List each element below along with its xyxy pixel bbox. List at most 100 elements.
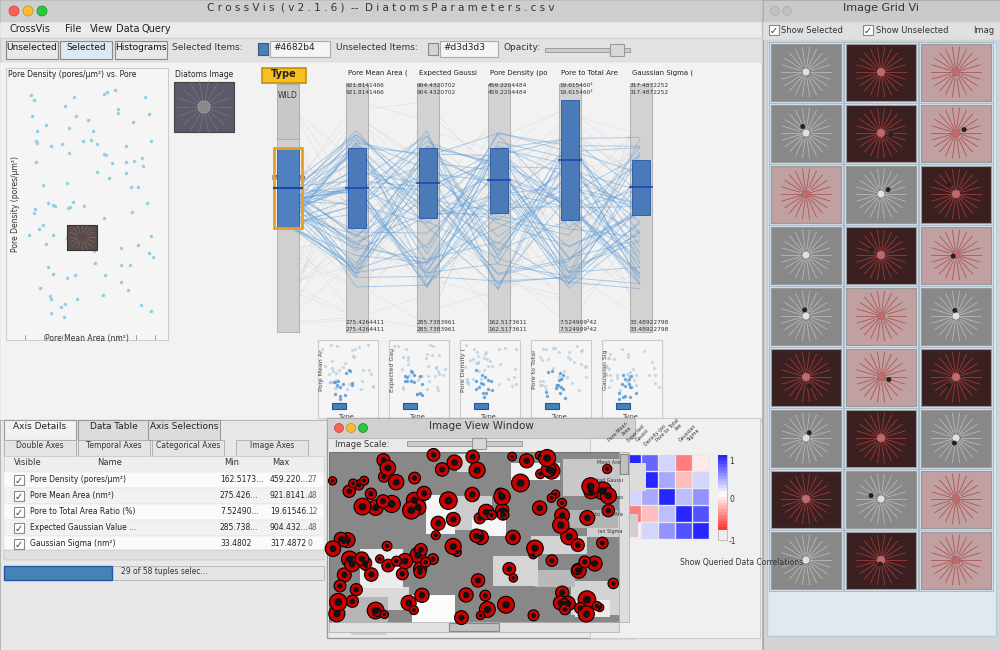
- Bar: [659, 489, 675, 505]
- Point: [598, 370, 614, 380]
- Point: [344, 344, 360, 355]
- Bar: [575, 600, 610, 617]
- Point: [491, 378, 507, 389]
- Text: WILD: WILD: [278, 91, 298, 100]
- Bar: [718, 515, 727, 518]
- Bar: [769, 42, 843, 103]
- Circle shape: [877, 434, 885, 442]
- Point: [406, 369, 422, 380]
- Circle shape: [389, 474, 404, 490]
- Point: [553, 374, 569, 384]
- Circle shape: [869, 493, 874, 498]
- Bar: [921, 44, 991, 101]
- Circle shape: [605, 492, 612, 499]
- Bar: [115, 41, 167, 59]
- Text: Temporal Axes: Temporal Axes: [86, 441, 142, 450]
- Point: [625, 364, 641, 374]
- Bar: [718, 458, 727, 461]
- Text: ✓: ✓: [15, 540, 23, 550]
- Bar: [769, 286, 843, 347]
- Text: Selected: Selected: [66, 43, 106, 52]
- Circle shape: [547, 493, 556, 502]
- Text: 459.2204484: 459.2204484: [488, 83, 527, 88]
- Circle shape: [946, 384, 951, 388]
- Text: 285.738...: 285.738...: [220, 523, 258, 532]
- Circle shape: [470, 529, 483, 543]
- Bar: [846, 349, 916, 406]
- Circle shape: [465, 488, 479, 502]
- Bar: [329, 622, 619, 632]
- Circle shape: [952, 190, 960, 198]
- Point: [327, 377, 343, 387]
- Bar: [488, 84, 510, 332]
- Circle shape: [475, 577, 481, 584]
- Point: [118, 157, 134, 168]
- Point: [80, 114, 96, 125]
- Point: [468, 376, 484, 387]
- Circle shape: [529, 551, 537, 559]
- Circle shape: [354, 480, 364, 490]
- Bar: [846, 410, 916, 467]
- Text: Image Axes: Image Axes: [250, 441, 294, 450]
- Point: [611, 387, 627, 398]
- Bar: [718, 491, 727, 494]
- Circle shape: [560, 500, 564, 505]
- Circle shape: [445, 538, 461, 554]
- Point: [619, 376, 635, 386]
- Point: [59, 178, 75, 188]
- Circle shape: [599, 487, 607, 495]
- Point: [623, 382, 639, 392]
- Circle shape: [557, 521, 565, 529]
- Circle shape: [469, 462, 485, 478]
- Circle shape: [498, 491, 503, 496]
- Circle shape: [384, 465, 391, 471]
- Point: [603, 374, 619, 385]
- Bar: [844, 286, 918, 347]
- Circle shape: [23, 6, 33, 16]
- Circle shape: [572, 565, 582, 575]
- Point: [324, 363, 340, 373]
- Circle shape: [422, 492, 426, 497]
- Bar: [0, 420, 762, 650]
- Circle shape: [474, 530, 488, 545]
- Text: Gaussian
Sigma: Gaussian Sigma: [678, 424, 701, 447]
- Bar: [718, 494, 727, 497]
- Point: [574, 344, 590, 355]
- Circle shape: [359, 503, 366, 510]
- Bar: [771, 227, 841, 284]
- Circle shape: [886, 377, 891, 382]
- Point: [626, 375, 642, 385]
- Bar: [921, 288, 991, 345]
- Point: [143, 136, 159, 146]
- Text: Expected Gaussi: Expected Gaussi: [419, 70, 477, 76]
- Point: [118, 141, 134, 151]
- Point: [29, 126, 45, 136]
- Circle shape: [557, 499, 567, 508]
- Text: 7.524909²42: 7.524909²42: [559, 327, 597, 332]
- Point: [57, 298, 73, 309]
- Point: [26, 95, 42, 105]
- Circle shape: [431, 556, 435, 562]
- Point: [614, 344, 630, 354]
- Bar: [559, 84, 581, 332]
- Circle shape: [359, 556, 372, 569]
- Point: [418, 352, 434, 363]
- Circle shape: [341, 572, 347, 578]
- Circle shape: [553, 596, 567, 610]
- Bar: [846, 166, 916, 223]
- Point: [474, 369, 490, 380]
- Point: [361, 365, 377, 375]
- Point: [470, 350, 486, 361]
- Point: [601, 382, 617, 393]
- Circle shape: [484, 606, 491, 613]
- Circle shape: [333, 610, 341, 617]
- Point: [466, 344, 482, 354]
- Circle shape: [435, 463, 449, 476]
- Point: [431, 350, 447, 360]
- Circle shape: [531, 552, 535, 556]
- Bar: [590, 418, 760, 638]
- Point: [322, 376, 338, 387]
- Circle shape: [952, 441, 957, 445]
- Text: 19.615460²: 19.615460²: [559, 83, 593, 88]
- Circle shape: [611, 581, 616, 586]
